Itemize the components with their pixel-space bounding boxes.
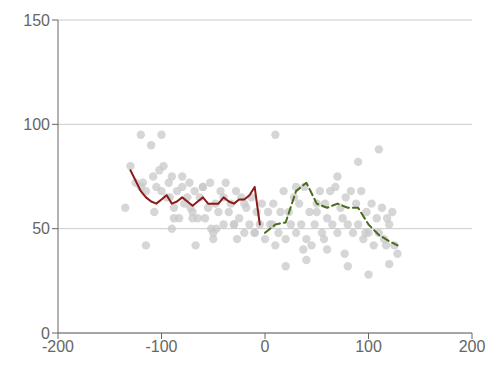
svg-text:50: 50	[32, 220, 50, 237]
svg-text:0: 0	[261, 338, 270, 355]
svg-text:200: 200	[459, 338, 486, 355]
svg-text:-100: -100	[145, 338, 177, 355]
svg-text:0: 0	[41, 325, 50, 342]
svg-text:-200: -200	[42, 338, 74, 356]
svg-text:100: 100	[355, 338, 382, 355]
svg-text:100: 100	[23, 116, 50, 133]
svg-text:150: 150	[23, 12, 50, 29]
